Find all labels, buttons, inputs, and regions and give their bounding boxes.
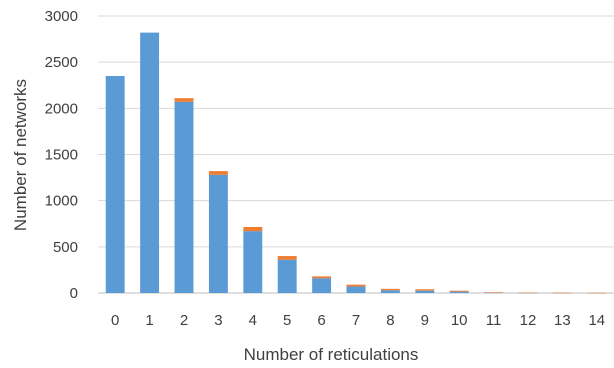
x-tick-label: 13 bbox=[554, 312, 571, 329]
bars bbox=[105, 32, 607, 294]
y-tick-label: 2000 bbox=[45, 100, 78, 117]
bar-series-2-14 bbox=[587, 292, 607, 294]
bar-series-2-6 bbox=[312, 276, 332, 279]
x-tick-label: 14 bbox=[588, 312, 605, 329]
bar-series-1-8 bbox=[380, 290, 400, 293]
y-tick-label: 3000 bbox=[45, 8, 78, 25]
y-tick-label: 1500 bbox=[45, 147, 78, 164]
x-tick-label: 5 bbox=[283, 312, 291, 329]
bar-series-2-10 bbox=[449, 290, 469, 292]
y-tick-labels: 0 500 1000 1500 2000 2500 3000 bbox=[45, 8, 78, 302]
bar-series-2-5 bbox=[277, 256, 297, 260]
x-tick-label: 8 bbox=[386, 312, 394, 329]
bar-series-2-2 bbox=[174, 98, 194, 102]
x-tick-label: 11 bbox=[486, 312, 502, 329]
y-tick-label: 0 bbox=[70, 285, 78, 302]
x-tick-label: 12 bbox=[520, 312, 537, 329]
x-tick-label: 4 bbox=[249, 312, 257, 329]
bar-series-1-1 bbox=[140, 32, 160, 294]
x-tick-label: 1 bbox=[145, 312, 153, 329]
bar-series-1-4 bbox=[243, 231, 263, 293]
bar-series-2-9 bbox=[415, 289, 435, 291]
bar-series-1-9 bbox=[415, 290, 435, 293]
bar-series-1-5 bbox=[277, 259, 297, 293]
x-tick-label: 6 bbox=[317, 312, 325, 329]
bar-series-1-10 bbox=[449, 291, 469, 293]
y-tick-label: 500 bbox=[53, 239, 78, 256]
x-tick-label: 7 bbox=[352, 312, 360, 329]
x-axis-title: Number of reticulations bbox=[244, 345, 419, 364]
y-tick-label: 2500 bbox=[45, 54, 78, 71]
bar-series-2-4 bbox=[243, 226, 263, 232]
x-tick-label: 0 bbox=[111, 312, 119, 329]
bar-series-1-0 bbox=[105, 76, 125, 294]
bar-series-1-3 bbox=[208, 174, 228, 293]
bar-series-2-13 bbox=[552, 292, 572, 294]
x-tick-label: 10 bbox=[451, 312, 468, 329]
x-tick-label: 2 bbox=[180, 312, 188, 329]
bar-series-2-8 bbox=[380, 288, 400, 291]
x-tick-label: 9 bbox=[421, 312, 429, 329]
bar-series-1-2 bbox=[174, 101, 194, 294]
bar-series-2-3 bbox=[208, 171, 228, 175]
bar-series-2-7 bbox=[346, 284, 366, 287]
y-axis-title: Number of networks bbox=[11, 79, 30, 231]
y-tick-label: 1000 bbox=[45, 193, 78, 210]
bar-series-2-12 bbox=[518, 292, 538, 294]
x-tick-labels: 0 1 2 3 4 5 6 7 8 9 10 11 12 13 14 bbox=[111, 312, 605, 329]
bar-series-1-7 bbox=[346, 286, 366, 293]
bar-series-2-11 bbox=[484, 292, 504, 293]
bar-series-1-6 bbox=[312, 278, 332, 293]
x-tick-label: 3 bbox=[214, 312, 222, 329]
